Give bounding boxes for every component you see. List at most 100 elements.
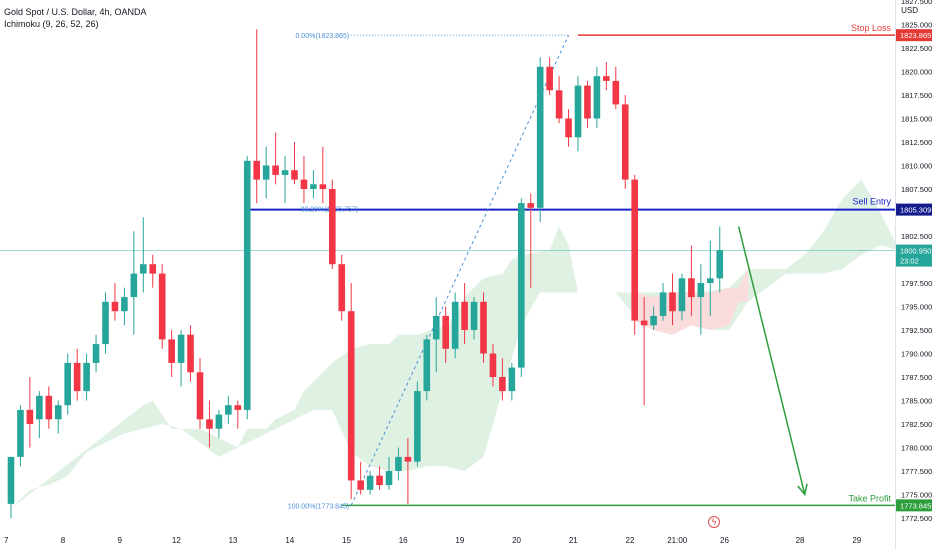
price-tick-label: 1817.500 [901, 91, 932, 100]
candle-body [338, 264, 346, 312]
candle-body [678, 278, 686, 312]
sell-entry-price-tag [896, 203, 932, 216]
price-tick-label: 1797.500 [901, 279, 932, 288]
candle-body [707, 278, 714, 283]
candle-body [508, 367, 516, 392]
candle-body [593, 76, 601, 119]
candle-body [688, 278, 695, 298]
candle-body [640, 320, 648, 326]
candle-body [196, 372, 204, 420]
time-tick-label: 7 [4, 536, 9, 545]
price-tick-label: 1777.500 [901, 467, 932, 476]
price-tick-label: 1802.500 [901, 232, 932, 241]
time-tick-label: 20 [512, 536, 521, 545]
stop-loss-price-tag [896, 29, 932, 42]
candle-body [291, 170, 298, 180]
candle-body [631, 179, 638, 321]
candles [7, 29, 724, 518]
candle-body [555, 90, 563, 119]
candle-body [158, 273, 166, 340]
candle-body [347, 311, 355, 481]
price-tick-label: 1827.500 [901, 0, 932, 6]
candle-body [310, 184, 317, 189]
candle-body [300, 179, 308, 189]
indicator-title[interactable]: Ichimoku (9, 26, 52, 26) [4, 19, 99, 29]
price-tick-label: 1772.500 [901, 514, 932, 523]
stop-loss-price-tag-text: 1823.865 [900, 31, 931, 40]
candle-body [92, 344, 100, 363]
candle-body [73, 362, 81, 392]
time-tick-label: 16 [399, 536, 408, 545]
price-tick-label: 1792.500 [901, 326, 932, 335]
candle-body [64, 362, 71, 406]
candle-body [621, 104, 629, 180]
candle-body [130, 273, 138, 298]
candle-body [423, 339, 431, 392]
current-price-tag [896, 244, 932, 267]
candle-body [83, 362, 90, 392]
time-tick-label: 28 [796, 536, 805, 545]
candle-body [357, 480, 364, 490]
candle-body [565, 118, 572, 138]
candle-body [461, 301, 468, 330]
projection-arrow[interactable] [737, 226, 808, 497]
candle-body [329, 189, 336, 265]
current-price-tag-text: 1800.950 [900, 247, 931, 256]
candle-body [234, 405, 242, 410]
candle-body [470, 301, 478, 330]
take-profit-price-tag [896, 499, 932, 512]
fib-level-100-label: 100.00%(1773.845) [288, 503, 350, 510]
time-tick-label: 13 [229, 536, 238, 545]
time-tick-label: 14 [285, 536, 294, 545]
time-axis[interactable]: 7 8 9 12 13 14 15 16 19 20 21 22 21:00 26 28 29 [4, 536, 862, 545]
candle-body [45, 395, 53, 420]
candle-body [36, 395, 43, 420]
candle-body [414, 391, 421, 462]
sell-entry-price-tag-text: 1805.309 [900, 206, 931, 215]
candle-body [262, 165, 270, 180]
candle-body [536, 66, 544, 208]
candle-body [395, 456, 402, 471]
candle-body [243, 160, 251, 410]
time-tick-label: 12 [172, 536, 181, 545]
candle-body [480, 301, 487, 354]
symbol-title[interactable]: Gold Spot / U.S. Dollar, 4h, OANDA [4, 7, 147, 17]
candle-body [697, 283, 705, 298]
fib-trend-line[interactable] [350, 34, 570, 506]
candle-body [669, 292, 676, 312]
price-tick-label: 1787.500 [901, 373, 932, 382]
candle-body [140, 264, 147, 274]
candle-body [366, 475, 374, 490]
price-tick-label: 1815.000 [901, 115, 932, 124]
candle-body [102, 301, 109, 345]
candle-body [17, 409, 24, 457]
time-tick-label: 21:00 [667, 536, 688, 545]
candle-body [7, 456, 15, 504]
arrow-shaft[interactable] [737, 226, 806, 495]
price-tick-label: 1790.000 [901, 350, 932, 359]
candle-body [385, 471, 393, 486]
price-tick-label: 1807.500 [901, 185, 932, 194]
currency-label: USD [901, 6, 918, 15]
time-tick-label: 15 [342, 536, 351, 545]
candle-body [206, 419, 213, 429]
candle-body [253, 160, 260, 180]
candle-body [546, 66, 553, 91]
candle-body [659, 292, 667, 316]
candle-body [111, 301, 119, 312]
candle-body [54, 405, 62, 420]
candle-body [168, 339, 175, 363]
price-tick-label: 1775.000 [901, 491, 932, 500]
candle-body [584, 85, 591, 119]
take-profit-price-tag-text: 1773.845 [900, 501, 931, 510]
time-tick-label: 8 [61, 536, 66, 545]
candle-body [149, 264, 157, 274]
level-lines: Stop Loss Sell Entry Take Profit [0, 23, 895, 507]
price-tick-label: 1825.000 [901, 21, 932, 30]
lightning-icon[interactable]: ϟ [708, 516, 720, 528]
candle-body [650, 315, 657, 326]
time-tick-label: 19 [455, 536, 464, 545]
candle-body [281, 170, 289, 175]
sell-entry-label: Sell Entry [852, 197, 891, 207]
